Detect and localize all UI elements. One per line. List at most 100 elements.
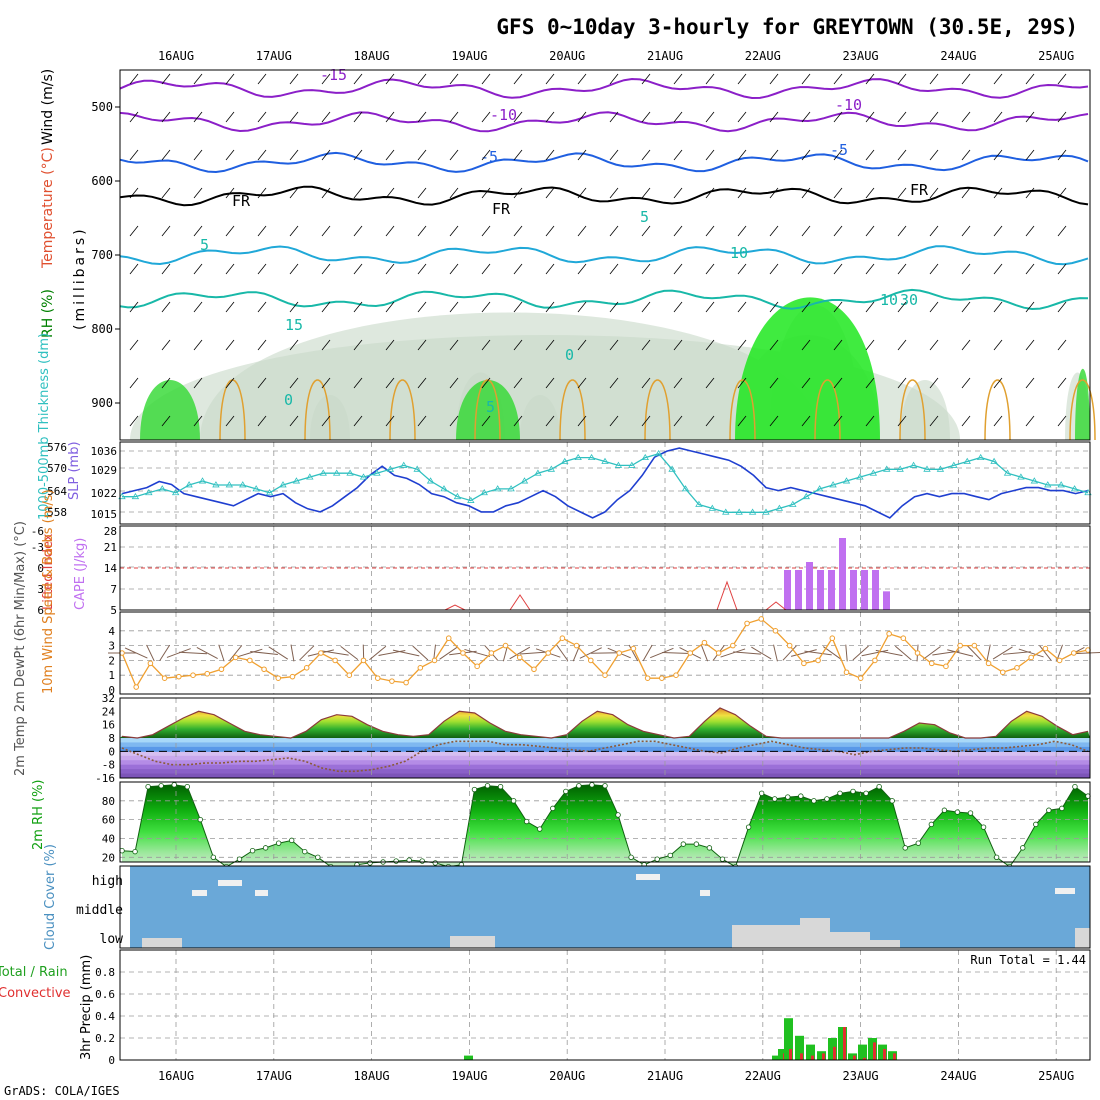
- thickness-tick-label: 576: [47, 441, 67, 454]
- precip-conv-bar: [863, 1057, 866, 1060]
- thickness-tick-label: 570: [47, 462, 67, 475]
- cloud-background: [130, 866, 1090, 948]
- rh-point: [419, 858, 425, 864]
- wind-barb: [481, 263, 491, 275]
- slp-label: SLP (mb): [67, 441, 82, 500]
- wind-barb: [513, 111, 523, 123]
- wind-barb: [289, 263, 299, 275]
- wind-speed-point: [786, 642, 793, 649]
- slp-thickness-panel: 576 570 564 558 1036 1029 1022 1015: [47, 441, 1092, 525]
- cloud-level-label: middle: [76, 903, 123, 918]
- wind-barb: [929, 149, 939, 161]
- wind-barb: [321, 377, 331, 389]
- cape-bar: [850, 570, 857, 610]
- wind-barb: [556, 644, 569, 662]
- wind-barb: [833, 111, 843, 123]
- wind-barb: [257, 187, 267, 199]
- wind-barb: [225, 263, 235, 275]
- precip-total-bar: [806, 1044, 815, 1060]
- high-cloud-block: [636, 874, 660, 880]
- wind-barb: [650, 647, 674, 659]
- thickness-point: [413, 465, 421, 472]
- thickness-point: [722, 508, 730, 515]
- rh-point: [510, 798, 517, 804]
- thickness-point: [1017, 473, 1025, 480]
- wind-barb: [513, 415, 523, 427]
- precip-conv-bar: [853, 1055, 856, 1060]
- rh2m-ylabel: 2m RH (%): [31, 779, 46, 850]
- wind-barb: [225, 377, 235, 389]
- precip-ylabel: 3hr Precip (mm): [79, 955, 94, 1060]
- wind-barb: [769, 187, 779, 199]
- low-cloud-block: [800, 918, 830, 948]
- thickness-point: [923, 465, 931, 472]
- wind-barb: [897, 339, 907, 351]
- high-cloud-block: [218, 880, 242, 886]
- wind-barb: [481, 111, 491, 123]
- wind-barb: [225, 415, 235, 427]
- wind-barb: [1025, 73, 1035, 85]
- wind-barb: [865, 111, 875, 123]
- rh-label: RH (%): [40, 289, 56, 338]
- wind-barb: [801, 73, 811, 85]
- wind-barb: [449, 73, 459, 85]
- date-label-top: 24AUG: [940, 49, 976, 63]
- wind-barb: [852, 645, 869, 661]
- wind-barb: [577, 187, 587, 199]
- wind-barb: [673, 263, 683, 275]
- cape-bar: [817, 570, 824, 610]
- wind-barb: [993, 225, 1003, 237]
- rh-point: [915, 840, 921, 846]
- contour-label: 5: [640, 208, 649, 226]
- wind-barb: [385, 415, 395, 427]
- wind-barb: [257, 301, 267, 313]
- precip-total-bar: [784, 1018, 793, 1060]
- temperature-area: [120, 708, 1090, 738]
- wind-barb: [773, 644, 778, 662]
- wind-barb: [257, 73, 267, 85]
- wind-barb: [129, 263, 139, 275]
- wind-barb: [737, 263, 747, 275]
- wind-barb: [961, 263, 971, 275]
- thickness-point: [158, 485, 166, 492]
- wind-barb: [513, 301, 523, 313]
- low-cloud-block: [732, 925, 800, 948]
- wind-tick-label: 3: [108, 640, 115, 653]
- wind-barb: [161, 415, 171, 427]
- wind-barb: [897, 263, 907, 275]
- thickness-point: [185, 481, 193, 488]
- wind-speed-point: [318, 650, 324, 656]
- wind-speed-point: [346, 672, 353, 679]
- wind-barb: [513, 149, 523, 161]
- wind-speed-point: [758, 616, 765, 622]
- wind-barb: [865, 415, 875, 427]
- wind-speed-point: [360, 657, 367, 664]
- wind-barb: [439, 646, 459, 660]
- wind-barb: [577, 263, 587, 275]
- thickness-point: [601, 457, 609, 464]
- wind-barb: [353, 187, 363, 199]
- rh-point: [302, 848, 308, 855]
- wind-barb: [412, 645, 429, 661]
- isotherm-line: [1069, 379, 1096, 441]
- rh-point: [941, 807, 948, 813]
- wind-barb: [417, 301, 427, 313]
- precip-ylabels: Total / Rain Convective 3hr Precip (mm): [0, 955, 94, 1060]
- wind-barb: [769, 111, 779, 123]
- thickness-point: [748, 508, 757, 515]
- wind-barb: [737, 111, 747, 123]
- isotherm-line: [119, 245, 1089, 266]
- wind-barb: [961, 301, 971, 313]
- precip-conv-bar: [789, 1049, 792, 1060]
- wind-speed-point: [1014, 665, 1020, 671]
- date-label-bottom: 22AUG: [745, 1069, 781, 1083]
- wind-barb: [673, 377, 683, 389]
- wind-barb: [961, 187, 971, 199]
- wind-barb: [289, 187, 299, 199]
- wind-barb: [993, 415, 1003, 427]
- wind-barb: [642, 644, 653, 662]
- wind-speed-point: [573, 642, 580, 649]
- wind-barb: [609, 187, 619, 199]
- wind-barb: [705, 301, 715, 313]
